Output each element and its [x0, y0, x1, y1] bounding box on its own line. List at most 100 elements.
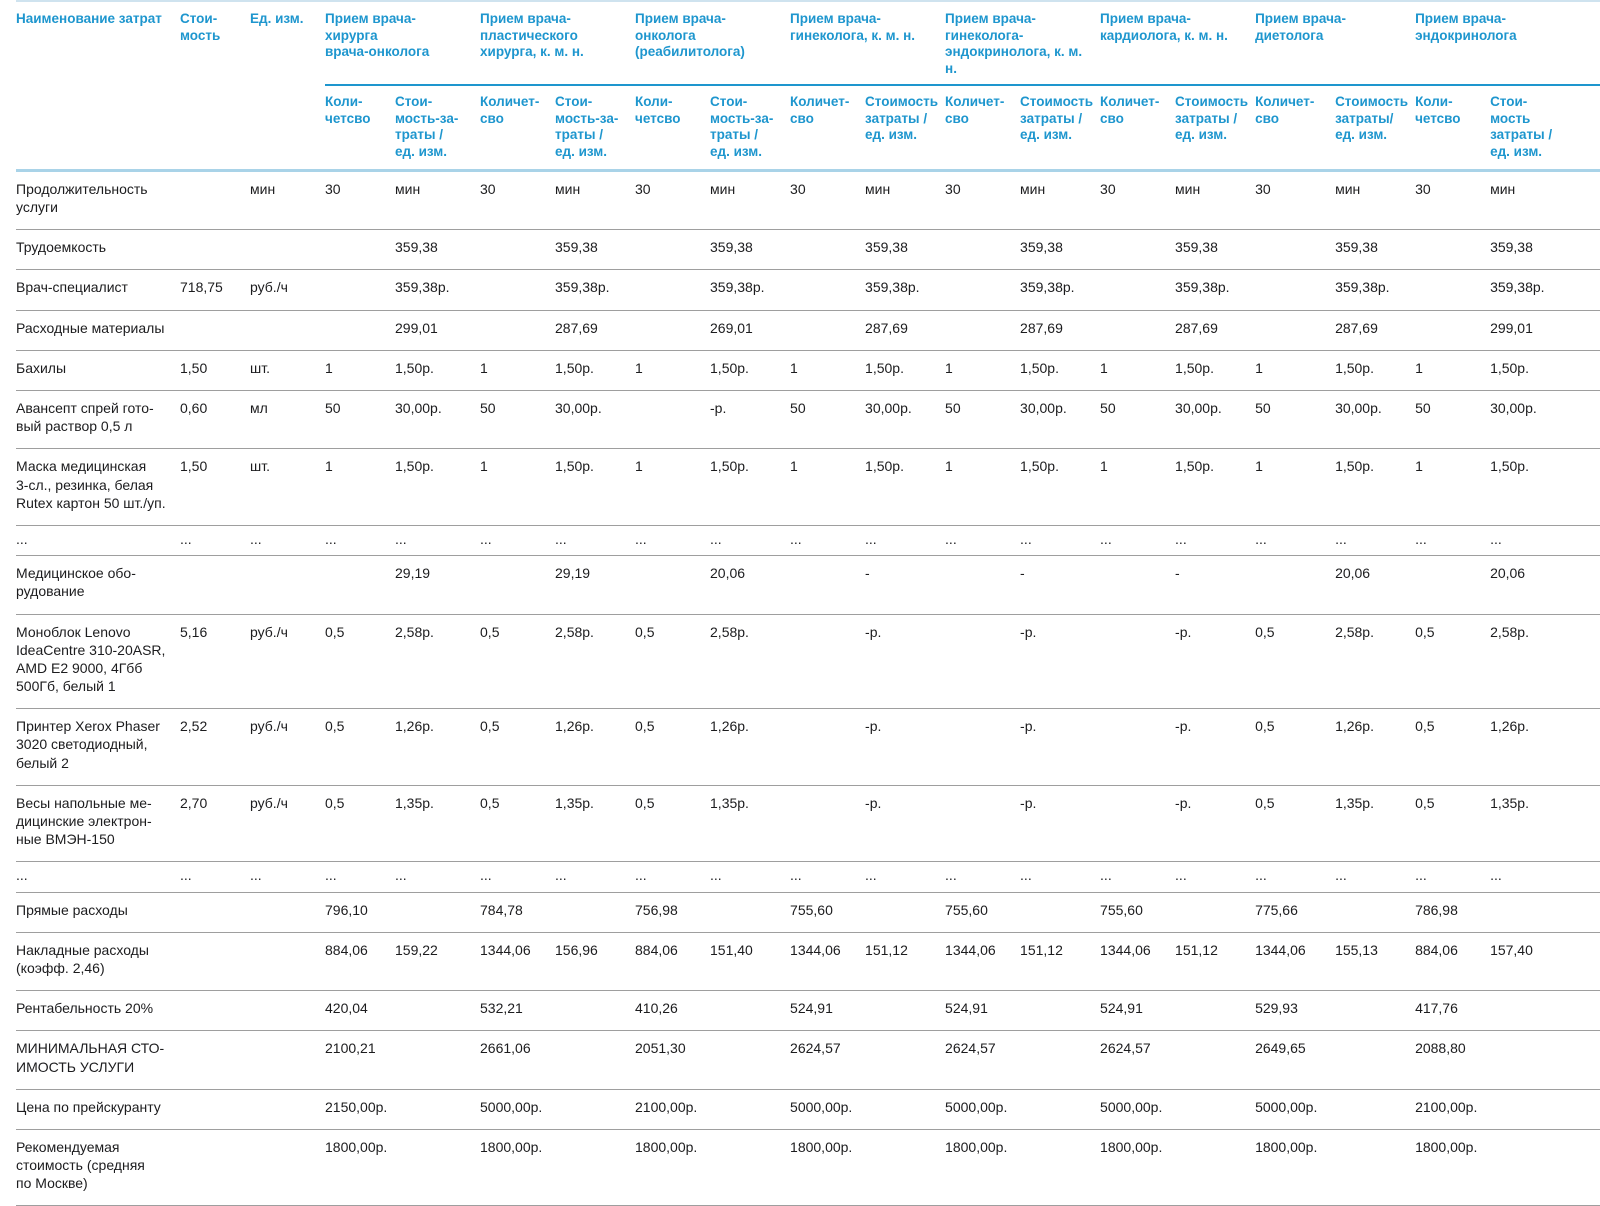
group-qty-cell: ... [1415, 861, 1491, 893]
group-cost-cell [395, 990, 481, 1032]
group-qty-cell [945, 310, 1021, 351]
group-cost-cell: 359,38р. [710, 269, 791, 311]
group-qty-cell: 884,06 [1415, 932, 1491, 992]
group-cost-cell: 20,06 [1335, 555, 1416, 615]
table-row: Принтер Xerox Phaser 3020 светодиодный, … [16, 708, 1600, 786]
group-cost-cell: ... [710, 525, 791, 557]
group-cost-cell: 359,38 [1020, 229, 1101, 271]
group-cost-cell: 287,69 [1175, 310, 1256, 351]
group-cost-cell: 359,38р. [395, 269, 481, 311]
unit-cell: ... [250, 525, 325, 557]
group-qty-cell: 1344,06 [1100, 932, 1176, 992]
group-cost-cell: 1,26р. [710, 708, 791, 786]
group-qty-cell: 2649,65 [1255, 1030, 1336, 1090]
group-cost-cell: мин [1490, 170, 1600, 231]
row-label-cell: ... [16, 525, 180, 557]
unit-cell: ... [250, 861, 325, 893]
group-cost-cell: -р. [865, 785, 946, 863]
group-cost-cell [555, 1129, 636, 1206]
group-qty-cell: 30 [790, 170, 866, 231]
group-cost-cell: 1,26р. [1490, 708, 1600, 786]
group-cost-cell: 1,35р. [555, 785, 636, 863]
table-row: Медицинское обо- рудование 29,19 29,19 20,0… [16, 555, 1600, 615]
row-label-cell: Прямые расходы [16, 892, 180, 933]
table-row: Продолжительность услуги мин 30 мин 30 мин 30 м… [16, 170, 1600, 231]
group-qty-cell: 0,5 [1255, 614, 1336, 710]
unit-cell [250, 555, 325, 615]
group-cost-cell: 2,58р. [1335, 614, 1416, 710]
group-qty-cell: 0,5 [480, 708, 556, 786]
group-qty-cell: 1 [325, 448, 395, 526]
group-cost-cell: 1,50р. [1335, 448, 1416, 526]
group-cost-cell [710, 892, 791, 933]
group-cost-cell: 30,00р. [1175, 390, 1256, 450]
unit-cell: шт. [250, 448, 325, 526]
group-cost-cell: 1,50р. [395, 350, 481, 392]
group-qty-cell: 2150,00р. [325, 1089, 395, 1130]
fixed-column-header: Наименование затрат [16, 1, 180, 172]
unit-cell: мин [250, 170, 325, 231]
group-cost-cell: -р. [1020, 614, 1101, 710]
group-qty-cell [1100, 229, 1176, 271]
cost-per-unit-column-header: Стои- мость-за- траты / ед. изм. [395, 84, 481, 172]
group-cost-cell [1175, 892, 1256, 933]
group-qty-cell [635, 229, 711, 271]
group-cost-cell: 1,50р. [710, 448, 791, 526]
group-qty-cell: 1 [945, 448, 1021, 526]
group-qty-cell: 420,04 [325, 990, 395, 1032]
quantity-column-header: Коли- четсво [325, 84, 395, 172]
cost-cell [180, 229, 250, 271]
group-cost-cell: - [1020, 555, 1101, 615]
group-qty-cell: 50 [1415, 390, 1491, 450]
group-qty-cell [1415, 229, 1491, 271]
group-qty-cell: 1 [790, 350, 866, 392]
group-cost-cell: -р. [1175, 785, 1256, 863]
table-body: Продолжительность услуги мин 30 мин 30 мин 30 м… [16, 170, 1600, 1206]
group-qty-cell: 1800,00р. [1100, 1129, 1176, 1206]
group-cost-cell [1175, 1089, 1256, 1130]
service-group-header: Прием врача- хирурга врача-онколога [325, 1, 481, 86]
group-cost-cell: 30,00р. [555, 390, 636, 450]
row-label-cell: Рекомендуемая стоимость (средняя по Моск… [16, 1129, 180, 1206]
group-cost-cell: 20,06 [710, 555, 791, 615]
cost-cell [180, 555, 250, 615]
unit-cell: шт. [250, 350, 325, 392]
group-qty-cell [635, 310, 711, 351]
group-cost-cell: 30,00р. [865, 390, 946, 450]
group-qty-cell [480, 229, 556, 271]
group-cost-cell [710, 1089, 791, 1130]
group-qty-cell: 784,78 [480, 892, 556, 933]
service-group-header: Прием врача- диетолога [1255, 1, 1416, 86]
group-cost-cell: 1,50р. [865, 350, 946, 392]
group-qty-cell [1100, 614, 1176, 710]
group-cost-cell: 287,69 [555, 310, 636, 351]
group-qty-cell: 0,5 [480, 785, 556, 863]
group-cost-cell: 359,38 [865, 229, 946, 271]
group-cost-cell: - [1175, 555, 1256, 615]
group-qty-cell: 30 [325, 170, 395, 231]
group-qty-cell: ... [790, 525, 866, 557]
cost-cell [180, 170, 250, 231]
group-qty-cell: 1 [1255, 350, 1336, 392]
service-group-header: Прием врача- пластического хирурга, к. м… [480, 1, 636, 86]
group-cost-cell: ... [1175, 861, 1256, 893]
group-qty-cell: 5000,00р. [1100, 1089, 1176, 1130]
group-qty-cell: 755,60 [1100, 892, 1176, 933]
group-qty-cell: 1344,06 [480, 932, 556, 992]
group-cost-cell: -р. [1020, 708, 1101, 786]
group-qty-cell: 524,91 [790, 990, 866, 1032]
unit-cell [250, 1129, 325, 1206]
group-cost-cell: 30,00р. [1490, 390, 1600, 450]
group-qty-cell: 796,10 [325, 892, 395, 933]
group-cost-cell [865, 1030, 946, 1090]
group-qty-cell: 50 [325, 390, 395, 450]
group-qty-cell: 2624,57 [1100, 1030, 1176, 1090]
cost-cell: 5,16 [180, 614, 250, 710]
group-qty-cell [325, 269, 395, 311]
group-qty-cell: 1 [480, 448, 556, 526]
group-cost-cell: 1,50р. [1490, 448, 1600, 526]
table-row: Маска медицинская 3-сл., резинка, белая … [16, 448, 1600, 526]
group-cost-cell: мин [1335, 170, 1416, 231]
group-qty-cell: 0,5 [325, 785, 395, 863]
group-cost-cell: ... [1490, 525, 1600, 557]
